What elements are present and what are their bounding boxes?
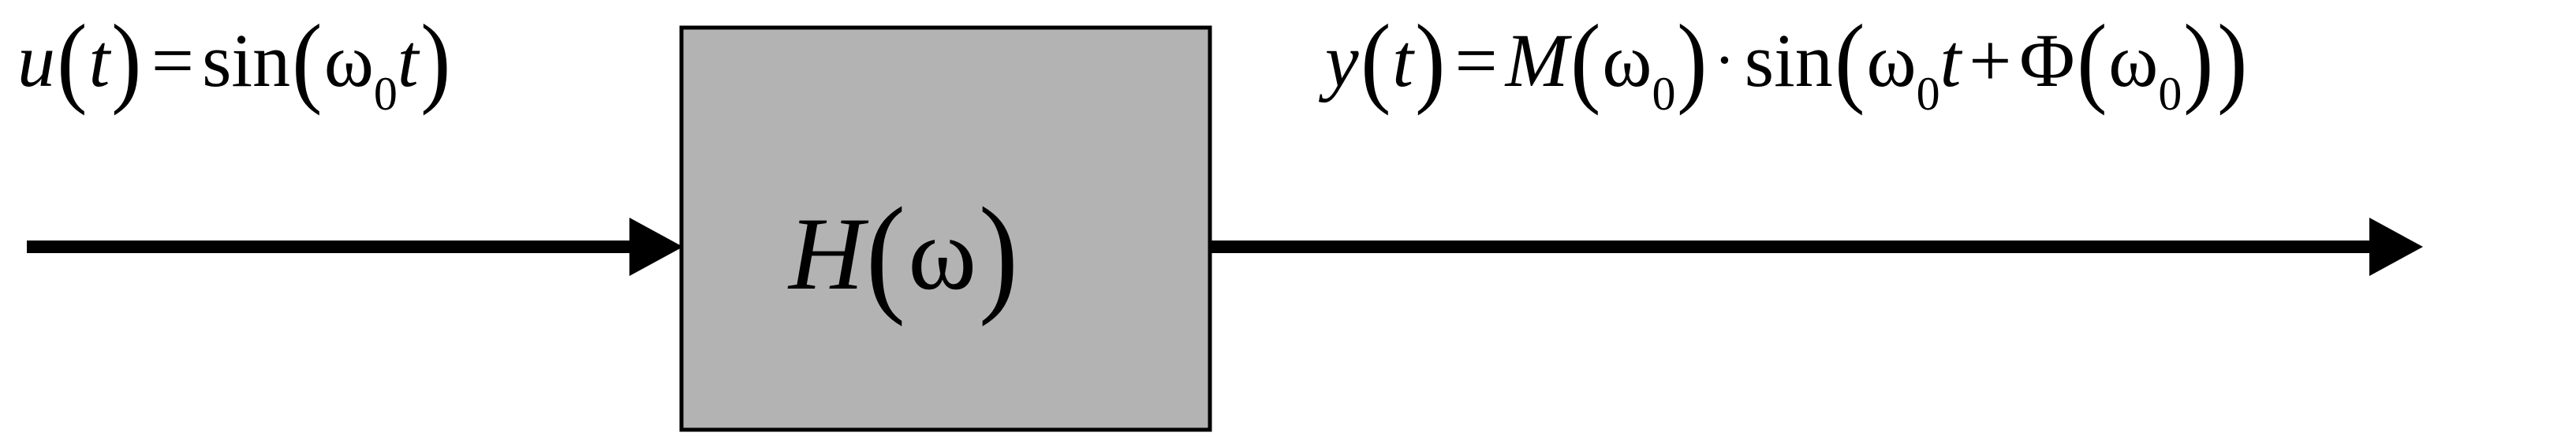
paren: ): [111, 4, 142, 116]
omega-symbol: ω: [323, 18, 374, 103]
phase-symbol: Φ: [2019, 18, 2075, 103]
omega-symbol: ω: [2108, 18, 2159, 103]
paren: (: [1570, 4, 1601, 116]
omega-symbol: ω: [908, 196, 977, 311]
paren: ): [1677, 4, 1708, 116]
time-var: t: [1939, 18, 1962, 103]
paren: ): [978, 181, 1019, 327]
paren: ): [2183, 4, 2214, 116]
system-block: [679, 25, 1212, 432]
plus-sign: +: [1969, 18, 2012, 103]
multiply-dot: ·: [1714, 26, 1735, 95]
paren: (: [292, 4, 323, 116]
time-var: t: [397, 18, 419, 103]
omega-subscript: 0: [1916, 68, 1940, 120]
input-arrowhead: [629, 218, 683, 276]
paren: ): [1415, 4, 1446, 116]
magnitude-symbol: M: [1505, 18, 1569, 103]
input-function-name: u: [17, 18, 55, 103]
output-equation: y(t) = M(ω0) · sin(ω0t + Φ(ω0)): [1325, 9, 2249, 117]
paren: (: [57, 4, 88, 116]
omega-symbol: ω: [1866, 18, 1917, 103]
sin-operator: sin: [1744, 18, 1833, 103]
omega-symbol: ω: [1602, 18, 1652, 103]
paren: (: [866, 181, 906, 327]
output-function-name: y: [1325, 18, 1359, 103]
transfer-function-letter: H: [789, 196, 864, 311]
input-equation: u(t) = sin(ω0t): [17, 9, 452, 117]
input-time-var: t: [88, 18, 110, 103]
omega-subscript: 0: [373, 68, 398, 120]
equals-sign: =: [1454, 18, 1498, 103]
sin-operator: sin: [202, 18, 291, 103]
paren: ): [2217, 4, 2248, 116]
paren: (: [1360, 4, 1391, 116]
equals-sign: =: [151, 18, 195, 103]
paren: ): [420, 4, 451, 116]
output-arrowhead: [2369, 218, 2423, 276]
output-time-var: t: [1392, 18, 1413, 103]
omega-subscript: 0: [1652, 68, 1676, 120]
paren: (: [2076, 4, 2107, 116]
omega-subscript: 0: [2158, 68, 2182, 120]
paren: (: [1834, 4, 1865, 116]
block-label: H(ω): [789, 188, 1021, 320]
